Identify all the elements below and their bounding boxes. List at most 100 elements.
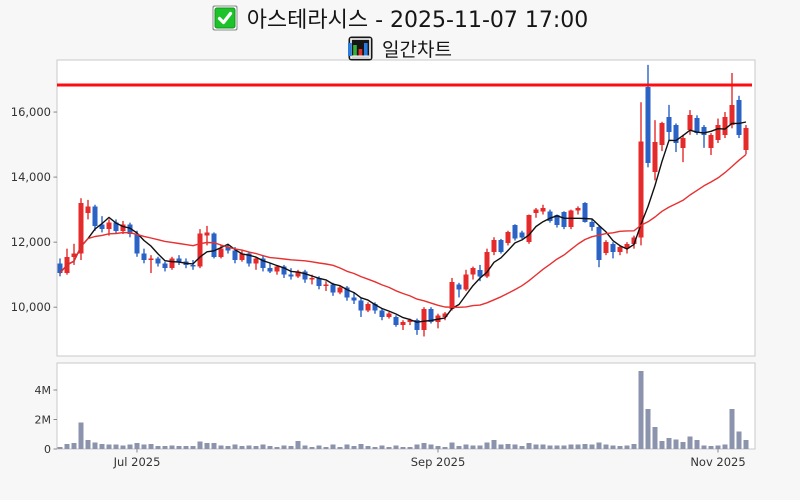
volume-bar <box>330 444 336 449</box>
candle-down <box>267 268 273 272</box>
volume-bar <box>344 444 350 449</box>
volume-bar <box>365 446 371 449</box>
candle-up <box>603 242 609 254</box>
candle-down <box>645 86 651 164</box>
volume-bar <box>288 446 294 449</box>
volume-bars <box>57 370 749 449</box>
volume-bar <box>358 443 364 449</box>
volume-bar <box>260 444 266 449</box>
volume-bar <box>442 446 448 449</box>
volume-bar <box>428 444 434 449</box>
candle-up <box>680 138 686 149</box>
candle-up <box>337 287 343 293</box>
volume-bar <box>519 446 525 449</box>
candle-down <box>736 100 742 136</box>
volume-bar <box>526 443 532 449</box>
volume-bar <box>400 446 406 449</box>
candle-down <box>344 287 350 298</box>
volume-bar <box>701 445 707 449</box>
candle-down <box>211 233 217 257</box>
volume-bar <box>449 442 455 449</box>
volume-bar <box>211 443 217 449</box>
volume-bar <box>533 444 539 449</box>
candle-down <box>92 206 98 226</box>
volume-bar <box>610 445 616 449</box>
volume-bar <box>113 444 119 449</box>
chart-title: 아스테라시스 - 2025-11-07 17:00 <box>246 8 589 33</box>
candle-up <box>274 266 280 272</box>
volume-bar <box>624 445 630 449</box>
date-tick-label: Nov 2025 <box>690 455 745 469</box>
chart-subtitle: 일간차트 <box>382 38 452 61</box>
volume-bar <box>631 443 637 449</box>
candle-up <box>365 303 371 311</box>
candle-up <box>715 125 721 141</box>
candle-up <box>463 274 469 290</box>
candle-down <box>232 250 238 261</box>
volume-bar <box>281 445 287 449</box>
candle-up <box>617 247 623 252</box>
volume-bar <box>554 445 560 449</box>
candle-up <box>722 116 728 136</box>
candle-down <box>477 269 483 277</box>
candle-up <box>631 237 637 244</box>
volume-bar <box>666 437 672 449</box>
price-tick-label: 10,000 <box>11 300 51 314</box>
candle-down <box>351 297 357 301</box>
volume-bar <box>155 446 161 449</box>
candle-up <box>295 271 301 277</box>
candle-up <box>386 313 392 317</box>
candle-up <box>204 232 210 236</box>
candle-up <box>505 232 511 244</box>
volume-bar <box>148 443 154 449</box>
volume-bar <box>57 446 63 449</box>
candle-down <box>358 300 364 311</box>
price-axis: 10,000 12,000 14,000 16,000 <box>11 105 57 314</box>
candle-down <box>456 284 462 290</box>
candle-up <box>218 248 224 257</box>
volume-bar <box>64 443 70 449</box>
volume-bar <box>204 443 210 449</box>
price-tick-label: 14,000 <box>11 170 51 184</box>
volume-bar <box>715 445 721 449</box>
candle-down <box>134 234 140 254</box>
candle-up <box>659 123 665 146</box>
candle-down <box>610 243 616 252</box>
volume-bar <box>337 446 343 449</box>
volume-bar <box>386 446 392 449</box>
volume-bar <box>253 446 259 449</box>
volume-bar <box>92 442 98 449</box>
candle-down <box>414 320 420 330</box>
volume-bar <box>197 441 203 449</box>
volume-bar <box>729 409 735 449</box>
volume-bar <box>596 442 602 449</box>
candle-down <box>379 310 385 317</box>
volume-bar <box>372 446 378 449</box>
volume-bar <box>491 440 497 449</box>
candle-up <box>323 284 329 287</box>
candle-down <box>701 127 707 136</box>
candle-up <box>78 203 84 254</box>
candle-down <box>666 116 672 132</box>
volume-bar <box>659 440 665 449</box>
candle-up <box>484 252 490 277</box>
candle-up <box>575 208 581 211</box>
candle-down <box>554 215 560 226</box>
candle-down <box>428 308 434 322</box>
volume-bar <box>414 444 420 449</box>
candle-down <box>281 266 287 275</box>
candle-up <box>533 209 539 214</box>
candle-down <box>372 303 378 311</box>
candle-up <box>400 321 406 326</box>
volume-bar <box>561 445 567 449</box>
volume-bar <box>498 444 504 449</box>
candle-down <box>582 203 588 222</box>
volume-bar <box>645 409 651 449</box>
volume-bar <box>106 444 112 449</box>
volume-bar <box>351 446 357 449</box>
ma-short-line <box>59 121 747 323</box>
volume-bar <box>722 444 728 449</box>
candle-up <box>687 114 693 130</box>
price-tick-label: 12,000 <box>11 235 51 249</box>
volume-bar <box>421 443 427 449</box>
